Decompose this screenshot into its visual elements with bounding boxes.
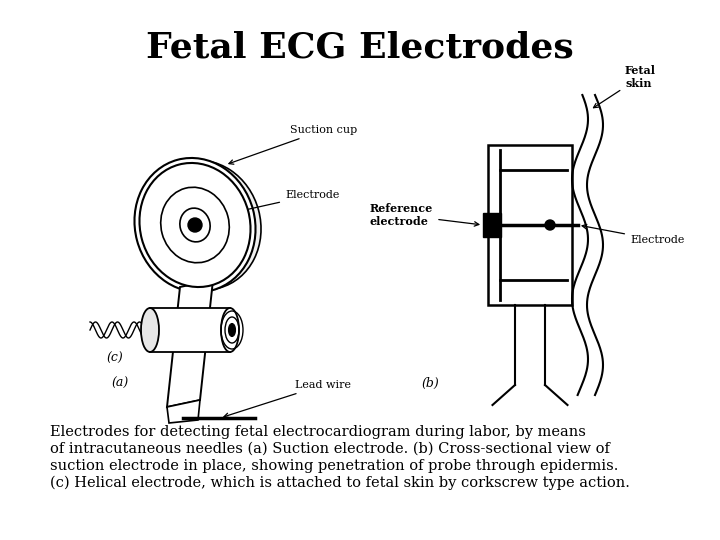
Bar [483, 213, 501, 237]
Polygon shape [167, 280, 213, 407]
Ellipse shape [140, 163, 251, 287]
Text: (c): (c) [107, 352, 123, 365]
Polygon shape [167, 400, 200, 423]
Ellipse shape [228, 323, 235, 336]
Text: of intracutaneous needles (a) Suction electrode. (b) Cross-sectional view of: of intracutaneous needles (a) Suction el… [50, 442, 610, 456]
Text: Fetal
skin: Fetal skin [593, 65, 656, 107]
Ellipse shape [221, 308, 239, 352]
Ellipse shape [141, 308, 159, 352]
Bar [488, 145, 572, 305]
Text: Electrode: Electrode [582, 225, 685, 245]
Text: Lead wire: Lead wire [224, 380, 351, 417]
Text: Fetal ECG Electrodes: Fetal ECG Electrodes [146, 30, 574, 64]
Ellipse shape [145, 160, 261, 289]
Text: (b): (b) [421, 377, 439, 390]
Text: Suction cup: Suction cup [229, 125, 357, 164]
Text: (c) Helical electrode, which is attached to fetal skin by corkscrew type action.: (c) Helical electrode, which is attached… [50, 476, 630, 490]
Text: Reference
electrode: Reference electrode [370, 203, 479, 227]
Ellipse shape [161, 187, 229, 263]
Circle shape [545, 220, 555, 230]
Circle shape [188, 218, 202, 232]
Text: (a): (a) [112, 377, 129, 390]
Ellipse shape [180, 208, 210, 242]
Ellipse shape [135, 158, 256, 292]
Text: suction electrode in place, showing penetration of probe through epidermis.: suction electrode in place, showing pene… [50, 459, 618, 473]
Bar [150, 308, 230, 352]
Text: Electrodes for detecting fetal electrocardiogram during labor, by means: Electrodes for detecting fetal electroca… [50, 425, 586, 439]
Text: Electrode: Electrode [204, 190, 339, 220]
